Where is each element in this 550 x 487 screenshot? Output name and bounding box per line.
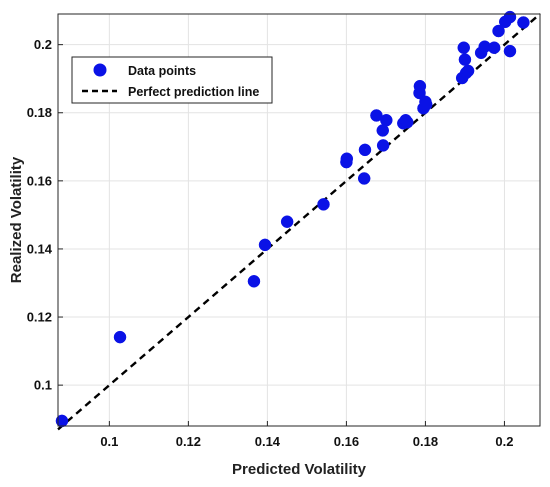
data-point [457,41,470,54]
data-point [503,44,517,58]
x-axis-label: Predicted Volatility [232,461,367,478]
legend-label-perfect-line: Perfect prediction line [128,85,259,99]
data-point [517,16,530,29]
data-point [401,116,414,129]
y-axis-label: Realized Volatility [8,156,25,283]
data-point [358,143,372,157]
data-point [317,198,330,211]
legend-label-data-points: Data points [128,64,196,78]
x-tick-label: 0.12 [176,434,201,449]
data-point [413,79,427,93]
y-tick-label: 0.1 [34,378,52,393]
data-point [419,98,433,111]
data-point [503,10,517,24]
x-tick-label: 0.18 [413,434,438,449]
data-point [258,238,272,252]
y-tick-label: 0.18 [27,105,52,120]
data-point [340,152,354,165]
y-axis-ticks: 0.1 0.12 0.14 0.16 0.18 0.2 [27,37,63,393]
x-tick-label: 0.14 [255,434,281,449]
y-tick-label: 0.2 [34,37,52,52]
y-tick-label: 0.16 [27,173,52,188]
data-point [458,53,472,66]
data-point [55,414,69,428]
y-tick-label: 0.14 [27,241,53,256]
legend-marker-data-points [93,63,107,77]
x-tick-label: 0.2 [495,434,513,449]
data-point [487,41,501,54]
legend: Data points Perfect prediction line [71,56,273,104]
x-axis-ticks: 0.1 0.12 0.14 0.16 0.18 0.2 [100,421,513,449]
data-point [280,215,294,228]
plot-frame [57,13,541,427]
data-point [357,172,371,185]
data-point [492,24,505,38]
data-point [247,275,261,288]
data-points [55,10,530,428]
data-point [113,330,127,344]
data-point [376,139,390,152]
y-tick-label: 0.12 [27,310,52,325]
data-point [461,64,475,78]
data-point [380,113,393,127]
x-tick-label: 0.16 [334,434,359,449]
x-tick-label: 0.1 [100,434,118,449]
legend-box [71,56,273,104]
